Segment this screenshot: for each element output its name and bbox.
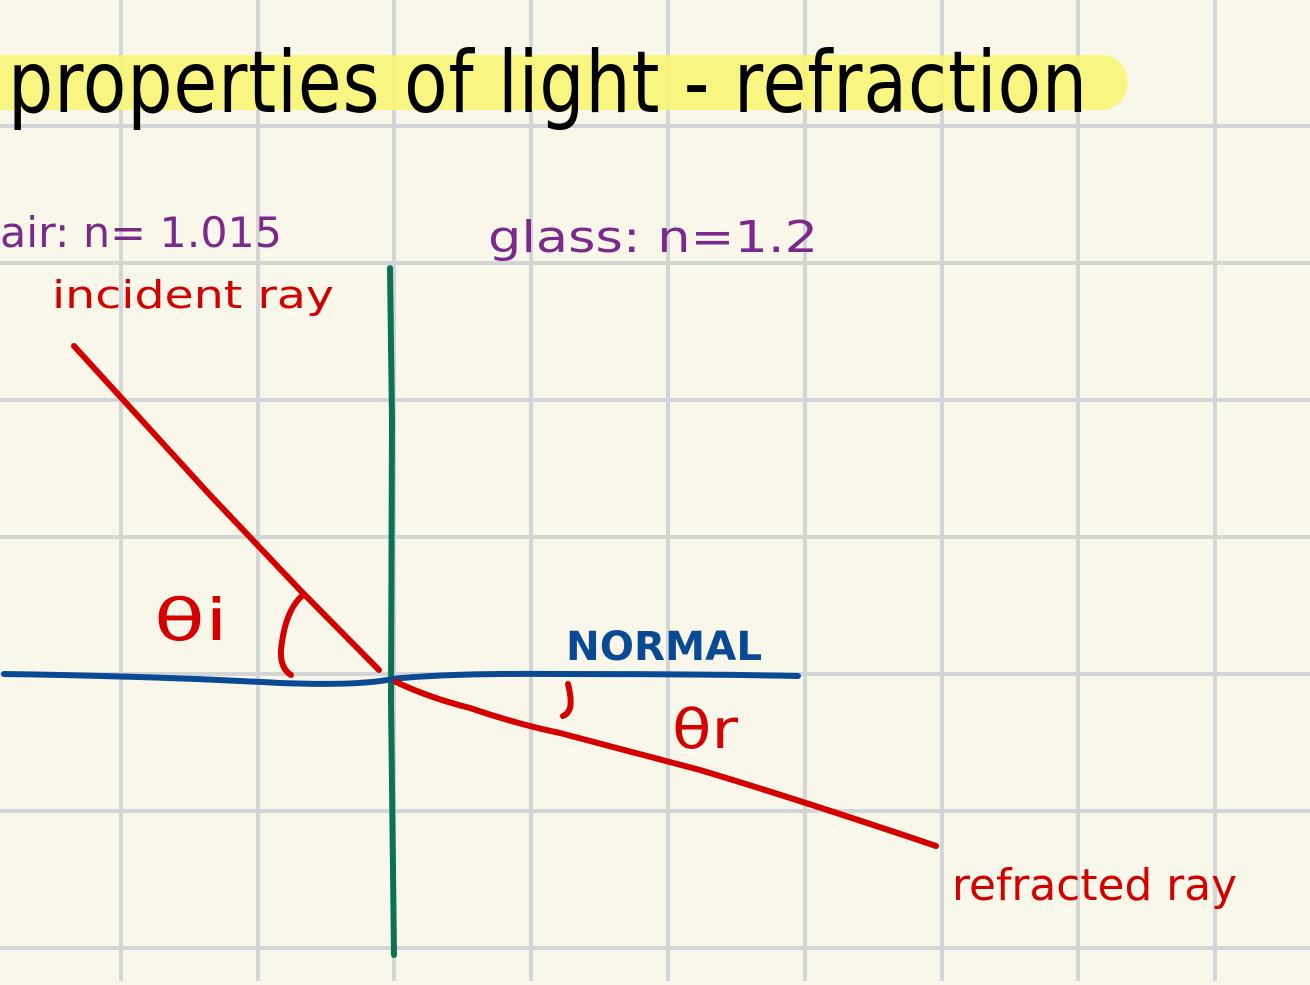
normal-label: NORMAL (566, 624, 762, 670)
incident-ray-label: incident ray (52, 273, 334, 317)
incident-ray (71, 343, 382, 673)
boundary-line (387, 265, 397, 958)
refraction-angle-arc (560, 681, 574, 719)
refracted-ray-label: refracted ray (952, 860, 1237, 911)
refraction-angle-label: θr (672, 698, 739, 761)
page-title: properties of light - refraction (8, 33, 1088, 133)
incident-angle-label: θi (154, 586, 228, 654)
incident-angle-arc (277, 592, 306, 678)
title-highlight (0, 55, 1128, 110)
glass-index-label: glass: n=1.2 (488, 212, 818, 263)
normal-line (1, 670, 801, 687)
air-index-label: air: n= 1.015 (0, 208, 282, 257)
refracted-ray (393, 679, 939, 849)
